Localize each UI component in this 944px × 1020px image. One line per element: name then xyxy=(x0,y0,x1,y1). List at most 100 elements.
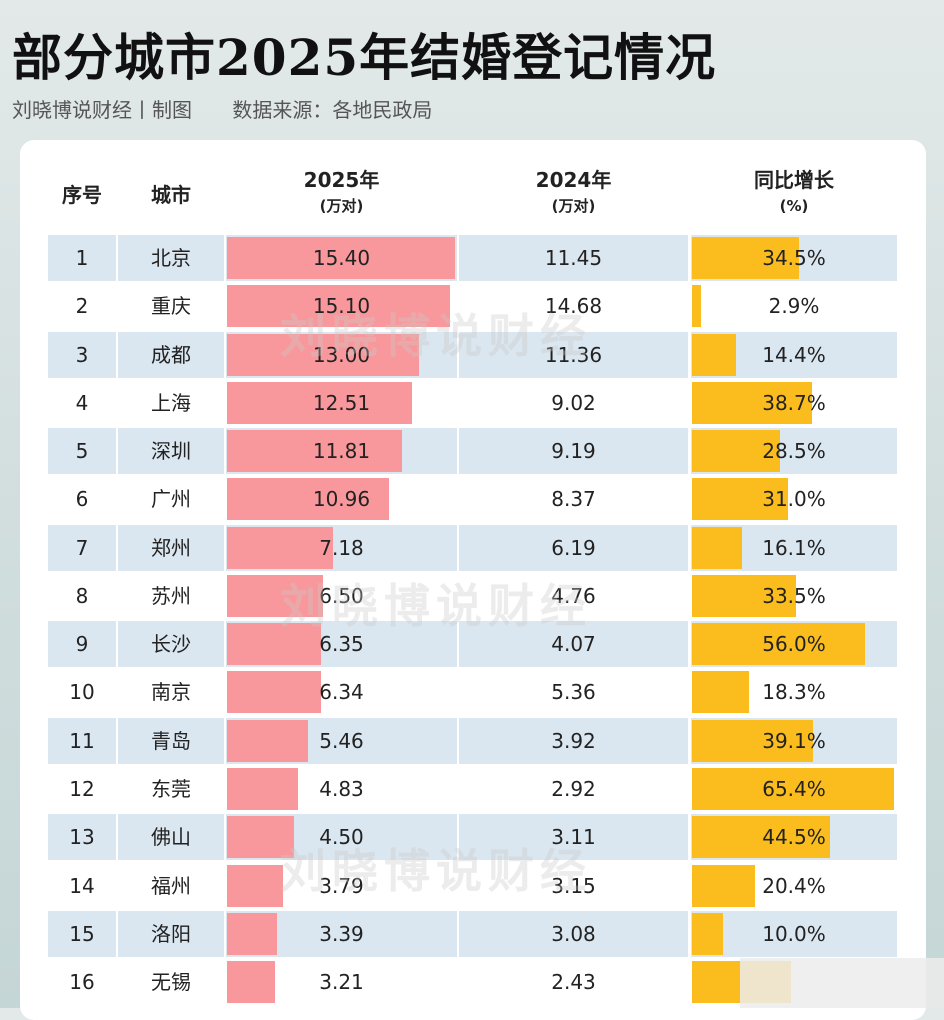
table-row: 4 上海 12.51 9.02 38.7% xyxy=(48,380,898,426)
city: 成都 xyxy=(151,342,191,367)
growth-cell: 39.1% xyxy=(691,717,897,764)
value-2024: 2.43 xyxy=(551,970,596,995)
city: 佛山 xyxy=(151,825,191,850)
growth-cell: 10.0% xyxy=(691,910,897,957)
value-2024: 11.36 xyxy=(544,342,603,367)
bar-growth xyxy=(692,285,701,328)
value-2025-cell: 3.79 xyxy=(226,863,457,909)
rank: 6 xyxy=(75,487,89,512)
city-cell: 青岛 xyxy=(118,717,224,764)
growth-value: 18.3% xyxy=(762,680,826,705)
rank: 9 xyxy=(75,632,89,657)
bar-growth xyxy=(692,816,830,859)
growth-cell: 20.4% xyxy=(691,863,897,909)
value-2024: 3.11 xyxy=(551,825,596,850)
subtitle: 刘晓博说财经丨制图 数据来源：各地民政局 xyxy=(12,94,466,123)
bar-2025 xyxy=(227,381,413,424)
value-2025-cell: 10.96 xyxy=(226,476,457,522)
value-2025: 15.10 xyxy=(312,294,371,319)
table-row: 1 北京 15.40 11.45 34.5% xyxy=(48,235,898,281)
value-2025-cell: 6.34 xyxy=(226,669,457,715)
bar-growth xyxy=(692,237,799,279)
rank-cell: 2 xyxy=(48,283,116,329)
bar-2025 xyxy=(227,816,294,859)
value-2025: 15.40 xyxy=(312,246,371,270)
value-2024-cell: 14.68 xyxy=(459,283,688,329)
city-cell: 深圳 xyxy=(118,428,224,475)
city-cell: 福州 xyxy=(118,863,224,909)
table-row: 9 长沙 6.35 4.07 56.0% xyxy=(48,621,898,668)
growth-value: 38.7% xyxy=(762,390,826,415)
table-row: 8 苏州 6.50 4.76 33.5% xyxy=(48,573,898,619)
growth-cell: 2.9% xyxy=(691,283,897,329)
city-cell: 上海 xyxy=(118,380,224,426)
value-2025: 5.46 xyxy=(319,728,364,753)
rank: 3 xyxy=(75,342,89,367)
table-row: 7 郑州 7.18 6.19 16.1% xyxy=(48,524,898,571)
city: 长沙 xyxy=(151,632,191,657)
rank-cell: 6 xyxy=(48,476,116,522)
header-growth: 同比增长 (%) xyxy=(691,165,897,217)
bar-growth xyxy=(692,912,723,955)
rank-cell: 13 xyxy=(48,814,116,861)
growth-value: 33.5% xyxy=(762,583,826,608)
value-2025: 10.96 xyxy=(312,487,371,512)
value-2024-cell: 3.15 xyxy=(459,863,688,909)
rank-cell: 5 xyxy=(48,428,116,475)
header-rank: 序号 xyxy=(62,183,102,207)
value-2025-cell: 5.46 xyxy=(226,717,457,764)
header-2024-label: 2024年 xyxy=(535,168,612,192)
value-2024-cell: 11.36 xyxy=(459,331,688,378)
value-2024-cell: 2.43 xyxy=(459,959,688,1005)
value-2025: 3.79 xyxy=(319,873,364,898)
value-2024: 4.76 xyxy=(551,583,596,608)
city-cell: 东莞 xyxy=(118,766,224,812)
bar-growth xyxy=(692,478,788,521)
value-2024: 4.07 xyxy=(551,632,596,657)
rank: 16 xyxy=(69,970,95,995)
bar-2025 xyxy=(227,912,278,955)
overlay-patch xyxy=(740,958,944,1008)
rank: 15 xyxy=(69,921,95,946)
value-2025-cell: 7.18 xyxy=(226,524,457,571)
city-cell: 重庆 xyxy=(118,283,224,329)
rank-cell: 4 xyxy=(48,380,116,426)
growth-value: 65.4% xyxy=(762,776,826,801)
value-2024-cell: 3.11 xyxy=(459,814,688,861)
author-credit: 刘晓博说财经丨制图 xyxy=(12,98,192,122)
table-row: 14 福州 3.79 3.15 20.4% xyxy=(48,863,898,909)
table-row: 11 青岛 5.46 3.92 39.1% xyxy=(48,717,898,764)
growth-cell: 38.7% xyxy=(691,380,897,426)
city-cell: 北京 xyxy=(118,235,224,281)
value-2024: 3.15 xyxy=(551,873,596,898)
rank: 8 xyxy=(75,583,89,608)
value-2024: 14.68 xyxy=(544,294,603,319)
bar-growth xyxy=(692,671,749,714)
value-2025-cell: 3.39 xyxy=(226,910,457,957)
value-2025-cell: 4.83 xyxy=(226,766,457,812)
bar-growth xyxy=(692,526,742,569)
growth-value: 31.0% xyxy=(762,487,826,512)
bar-2025 xyxy=(227,961,275,1004)
value-2024-cell: 9.02 xyxy=(459,380,688,426)
bar-2025 xyxy=(227,719,308,762)
bar-2025 xyxy=(227,285,451,328)
city-cell: 成都 xyxy=(118,331,224,378)
value-2024: 9.19 xyxy=(551,439,596,464)
rank-cell: 10 xyxy=(48,669,116,715)
growth-cell: 28.5% xyxy=(691,428,897,475)
city: 福州 xyxy=(151,873,191,898)
rank-cell: 16 xyxy=(48,959,116,1005)
value-2025: 4.83 xyxy=(319,776,364,801)
rank-cell: 15 xyxy=(48,910,116,957)
header-growth-label: 同比增长 xyxy=(754,168,834,192)
value-2024: 6.19 xyxy=(551,535,596,560)
city: 青岛 xyxy=(151,728,191,753)
rank-cell: 11 xyxy=(48,717,116,764)
city: 苏州 xyxy=(151,583,191,608)
city: 重庆 xyxy=(151,294,191,319)
growth-cell: 31.0% xyxy=(691,476,897,522)
value-2025-cell: 4.50 xyxy=(226,814,457,861)
growth-cell: 34.5% xyxy=(691,235,897,281)
bar-growth xyxy=(692,430,781,473)
